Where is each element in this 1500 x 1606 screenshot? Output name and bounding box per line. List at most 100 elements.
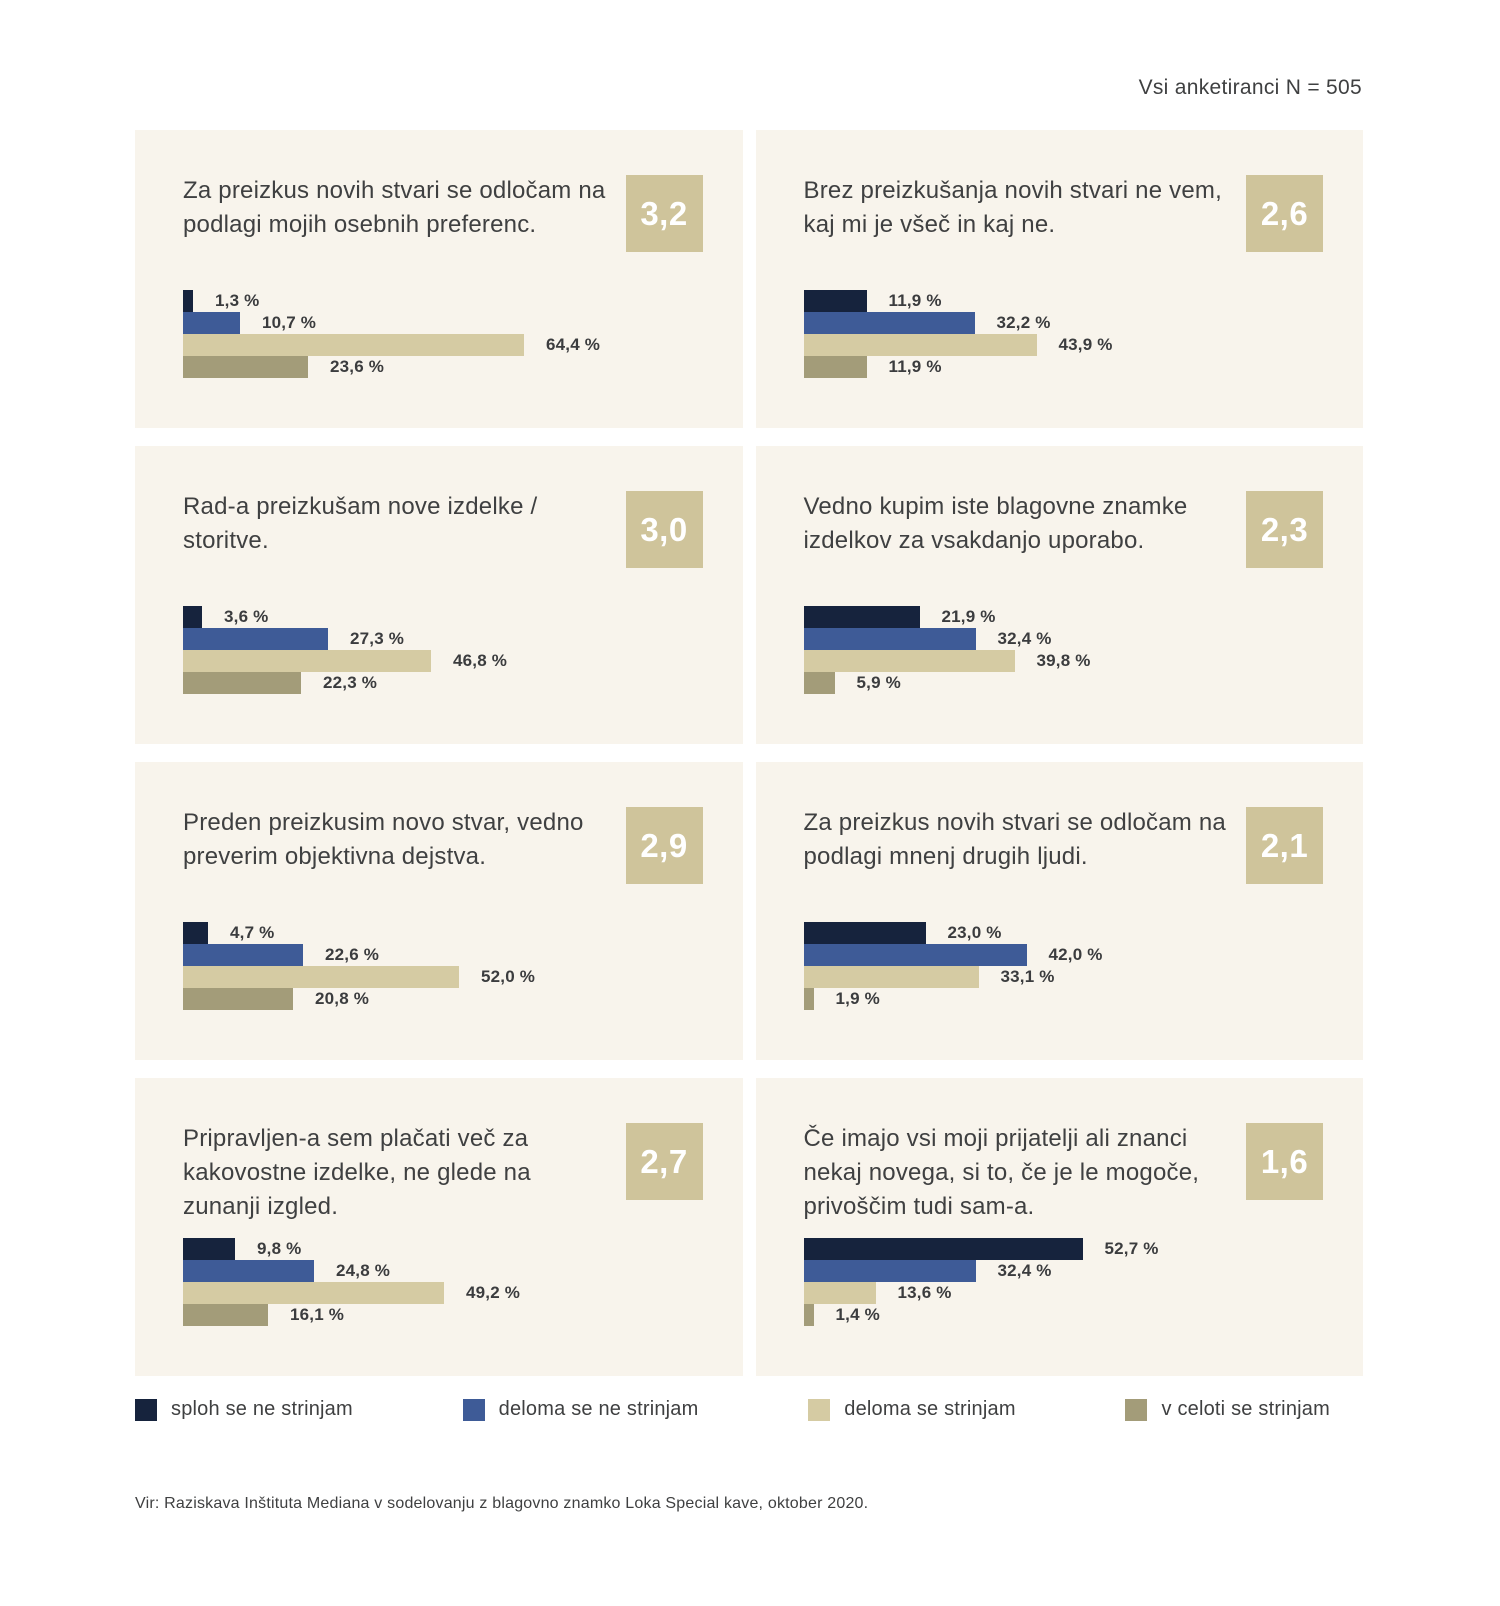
mean-score-badge: 3,0 [625, 491, 703, 568]
statement-panel: Pripravljen-a sem plačati več za kakovos… [135, 1078, 743, 1376]
mean-score-badge: 2,1 [1246, 807, 1323, 884]
bar-value-label: 11,9 % [888, 291, 942, 310]
bar-value-label: 3,6 % [224, 607, 269, 626]
bar-value-label: 4,7 % [230, 923, 275, 942]
bar-value-label: 10,7 % [262, 313, 317, 332]
bar-row: 23,0 % [803, 922, 1339, 944]
bar-v-celoti-se-strinjam [183, 356, 308, 378]
bar-value-label: 1,3 % [215, 291, 260, 310]
statement-text: Preden preizkusim novo stvar, vedno prev… [183, 809, 584, 870]
legend-item: v celoti se strinjam [1125, 1398, 1330, 1421]
legend-swatch [462, 1398, 485, 1421]
bar-v-celoti-se-strinjam [183, 1304, 268, 1326]
bar-value-label: 49,2 % [466, 1283, 521, 1302]
bar-row: 52,0 % [183, 966, 718, 988]
legend-swatch [1125, 1398, 1148, 1421]
bar-row: 5,9 % [803, 672, 1339, 694]
bar-chart: 3,6 % 27,3 % 46,8 % 22,3 % [183, 606, 718, 694]
bar-v-celoti-se-strinjam [803, 672, 835, 694]
bar-sploh-se-ne-strinjam [803, 606, 920, 628]
bar-deloma-se-ne-strinjam [183, 628, 328, 650]
bar-value-label: 13,6 % [897, 1283, 952, 1302]
bar-v-celoti-se-strinjam [803, 988, 814, 1010]
bar-deloma-se-strinjam [183, 650, 431, 672]
legend-label: deloma se strinjam [844, 1398, 1016, 1420]
bar-value-label: 1,9 % [835, 989, 880, 1008]
bar-row: 1,4 % [803, 1304, 1339, 1326]
statement-text: Brez preizkušanja novih stvari ne vem, k… [803, 177, 1222, 238]
mean-score-badge: 1,6 [1246, 1123, 1323, 1200]
statement-text: Rad-a preizkušam nove izdelke / storitve… [183, 493, 538, 554]
bar-row: 23,6 % [183, 356, 718, 378]
statement-panel: Brez preizkušanja novih stvari ne vem, k… [755, 130, 1363, 428]
bar-value-label: 32,2 % [996, 313, 1051, 332]
legend-item: deloma se ne strinjam [462, 1398, 699, 1421]
bar-value-label: 24,8 % [336, 1261, 391, 1280]
bar-row: 16,1 % [183, 1304, 718, 1326]
bar-sploh-se-ne-strinjam [803, 290, 867, 312]
statement-panel: Za preizkus novih stvari se odločam na p… [135, 130, 743, 428]
bar-value-label: 5,9 % [856, 673, 901, 692]
statement-text: Pripravljen-a sem plačati več za kakovos… [183, 1125, 531, 1220]
statement-text: Za preizkus novih stvari se odločam na p… [183, 177, 606, 238]
bar-row: 32,2 % [803, 312, 1339, 334]
statement-panel: Za preizkus novih stvari se odločam na p… [755, 762, 1363, 1060]
bar-sploh-se-ne-strinjam [183, 922, 208, 944]
bar-value-label: 23,0 % [947, 923, 1002, 942]
bar-deloma-se-strinjam [803, 650, 1015, 672]
bar-v-celoti-se-strinjam [803, 1304, 814, 1326]
bar-sploh-se-ne-strinjam [183, 290, 193, 312]
mean-score-badge: 2,9 [625, 807, 703, 884]
bar-row: 32,4 % [803, 628, 1339, 650]
bar-value-label: 43,9 % [1058, 335, 1113, 354]
bar-sploh-se-ne-strinjam [803, 1238, 1083, 1260]
bar-value-label: 32,4 % [997, 1261, 1052, 1280]
bar-value-label: 22,6 % [325, 945, 380, 964]
mean-score-badge: 2,6 [1246, 175, 1323, 252]
mean-score-badge: 3,2 [625, 175, 703, 252]
bar-row: 39,8 % [803, 650, 1339, 672]
legend-swatch [135, 1398, 157, 1421]
bar-row: 9,8 % [183, 1238, 718, 1260]
legend: sploh se ne strinjam deloma se ne strinja… [135, 1398, 1330, 1421]
bar-sploh-se-ne-strinjam [183, 1238, 235, 1260]
bar-value-label: 46,8 % [453, 651, 508, 670]
bar-value-label: 32,4 % [997, 629, 1052, 648]
bar-chart: 21,9 % 32,4 % 39,8 % 5,9 % [803, 606, 1339, 694]
bar-value-label: 23,6 % [330, 357, 385, 376]
bar-row: 1,3 % [183, 290, 718, 312]
bar-row: 4,7 % [183, 922, 718, 944]
mean-score-badge: 2,3 [1246, 491, 1323, 568]
bar-row: 42,0 % [803, 944, 1339, 966]
bar-row: 22,3 % [183, 672, 718, 694]
legend-label: v celoti se strinjam [1161, 1398, 1330, 1420]
bar-deloma-se-strinjam [183, 966, 459, 988]
bar-row: 64,4 % [183, 334, 718, 356]
bar-deloma-se-strinjam [803, 966, 979, 988]
bar-deloma-se-ne-strinjam [183, 1260, 314, 1282]
legend-label: sploh se ne strinjam [171, 1398, 353, 1420]
legend-label: deloma se ne strinjam [498, 1398, 699, 1420]
bar-value-label: 64,4 % [546, 335, 601, 354]
legend-item: deloma se strinjam [808, 1398, 1016, 1421]
bar-row: 33,1 % [803, 966, 1339, 988]
bar-row: 22,6 % [183, 944, 718, 966]
bar-value-label: 52,0 % [481, 967, 536, 986]
bar-row: 11,9 % [803, 356, 1339, 378]
mean-score-badge: 2,7 [625, 1123, 703, 1200]
bar-chart: 11,9 % 32,2 % 43,9 % 11,9 % [803, 290, 1339, 378]
bar-value-label: 39,8 % [1036, 651, 1091, 670]
bar-row: 13,6 % [803, 1282, 1339, 1304]
bar-row: 46,8 % [183, 650, 718, 672]
bar-value-label: 20,8 % [315, 989, 370, 1008]
bar-deloma-se-ne-strinjam [183, 312, 240, 334]
legend-item: sploh se ne strinjam [135, 1398, 353, 1421]
respondents-note: Vsi anketiranci N = 505 [1138, 76, 1362, 99]
bar-row: 32,4 % [803, 1260, 1339, 1282]
statement-text: Za preizkus novih stvari se odločam na p… [803, 809, 1226, 870]
bar-chart: 52,7 % 32,4 % 13,6 % 1,4 % [803, 1238, 1339, 1326]
bar-row: 27,3 % [183, 628, 718, 650]
bar-row: 3,6 % [183, 606, 718, 628]
bar-deloma-se-ne-strinjam [183, 944, 303, 966]
